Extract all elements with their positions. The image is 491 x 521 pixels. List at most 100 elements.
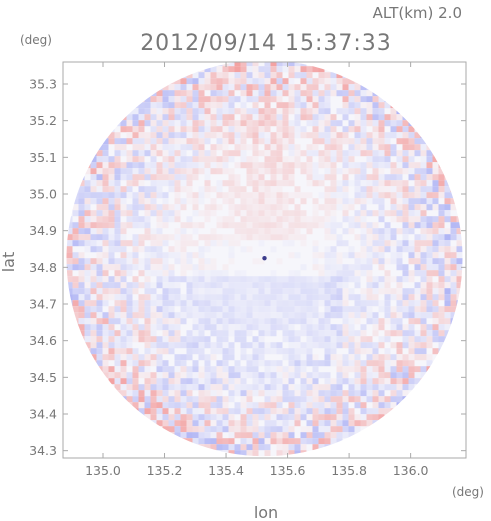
heatmap-cell (120, 258, 127, 265)
heatmap-cell (144, 414, 151, 421)
heatmap-cell (96, 180, 103, 187)
heatmap-cell (306, 312, 313, 319)
heatmap-cell (252, 384, 259, 391)
heatmap-cell (246, 198, 253, 205)
heatmap-cell (144, 330, 151, 337)
heatmap-cell (342, 150, 349, 157)
heatmap-cell (150, 372, 157, 379)
heatmap-cell (354, 348, 361, 355)
heatmap-cell (138, 150, 145, 157)
heatmap-cell (150, 300, 157, 307)
heatmap-cell (180, 240, 187, 247)
heatmap-cell (198, 354, 205, 361)
heatmap-cell (144, 210, 151, 217)
heatmap-cell (372, 384, 379, 391)
heatmap-cell (288, 180, 295, 187)
heatmap-cell (420, 198, 427, 205)
heatmap-cell (294, 318, 301, 325)
heatmap-cell (162, 312, 169, 319)
heatmap-cell (318, 204, 325, 211)
heatmap-cell (270, 228, 277, 235)
heatmap-cell (420, 174, 427, 181)
heatmap-cell (240, 102, 247, 109)
heatmap-cell (282, 62, 289, 67)
heatmap-cell (306, 414, 313, 421)
heatmap-cell (126, 240, 133, 247)
heatmap-cell (162, 168, 169, 175)
heatmap-cell (246, 312, 253, 319)
heatmap-cell (192, 384, 199, 391)
heatmap-cell (420, 300, 427, 307)
heatmap-cell (240, 438, 247, 445)
heatmap-cell (240, 90, 247, 97)
heatmap-cell (240, 378, 247, 385)
heatmap-cell (138, 216, 145, 223)
heatmap-cell (270, 180, 277, 187)
heatmap-cell (144, 168, 151, 175)
heatmap-cell (126, 396, 133, 403)
heatmap-cell (162, 318, 169, 325)
heatmap-cell (144, 186, 151, 193)
heatmap-cell (276, 144, 283, 151)
heatmap-cell (282, 324, 289, 331)
heatmap-cell (300, 432, 307, 439)
heatmap-cell (426, 366, 433, 373)
heatmap-cell (108, 174, 115, 181)
heatmap-cell (132, 354, 139, 361)
heatmap-cell (186, 168, 193, 175)
heatmap-cell (144, 378, 151, 385)
heatmap-cell (186, 294, 193, 301)
heatmap-cell (414, 126, 421, 133)
heatmap-cell (162, 216, 169, 223)
heatmap-cell (156, 150, 163, 157)
heatmap-cell (204, 414, 211, 421)
heatmap-cell (96, 186, 103, 193)
heatmap-cell (240, 228, 247, 235)
heatmap-cell (282, 78, 289, 85)
heatmap-cell (312, 126, 319, 133)
heatmap-cell (408, 240, 415, 247)
heatmap-cell (336, 324, 343, 331)
heatmap-cell (114, 282, 121, 289)
heatmap-cell (216, 420, 223, 427)
heatmap-cell (228, 210, 235, 217)
heatmap-cell (258, 168, 265, 175)
heatmap-cell (432, 264, 439, 271)
heatmap-cell (114, 270, 121, 277)
heatmap-cell (402, 330, 409, 337)
heatmap-cell (234, 312, 241, 319)
heatmap-cell (156, 258, 163, 265)
heatmap-cell (378, 186, 385, 193)
heatmap-cell (186, 390, 193, 397)
heatmap-cell (426, 360, 433, 367)
heatmap-cell (288, 378, 295, 385)
heatmap-cell (318, 294, 325, 301)
heatmap-cell (402, 246, 409, 253)
y-tick-label: 35.0 (29, 187, 57, 202)
heatmap-cell (234, 318, 241, 325)
heatmap-cell (402, 276, 409, 283)
heatmap-cell (426, 294, 433, 301)
heatmap-cell (420, 270, 427, 277)
heatmap-cell (72, 234, 79, 241)
heatmap-cell (390, 126, 397, 133)
heatmap-cell (240, 138, 247, 145)
heatmap-cell (90, 234, 97, 241)
heatmap-cell (342, 108, 349, 115)
heatmap-cell (294, 294, 301, 301)
heatmap-cell (246, 96, 253, 103)
heatmap-cell (253, 456, 259, 462)
heatmap-cell (324, 288, 331, 295)
heatmap-cell (90, 156, 97, 163)
heatmap-cell (96, 318, 103, 325)
heatmap-cell (384, 138, 391, 145)
heatmap-cell (318, 150, 325, 157)
heatmap-cell (204, 354, 211, 361)
heatmap-cell (378, 144, 385, 151)
heatmap-cell (66, 306, 73, 313)
heatmap-cell (210, 402, 217, 409)
heatmap-cell (96, 324, 103, 331)
heatmap-cell (414, 330, 421, 337)
heatmap-cell (264, 324, 271, 331)
heatmap-cell (372, 174, 379, 181)
